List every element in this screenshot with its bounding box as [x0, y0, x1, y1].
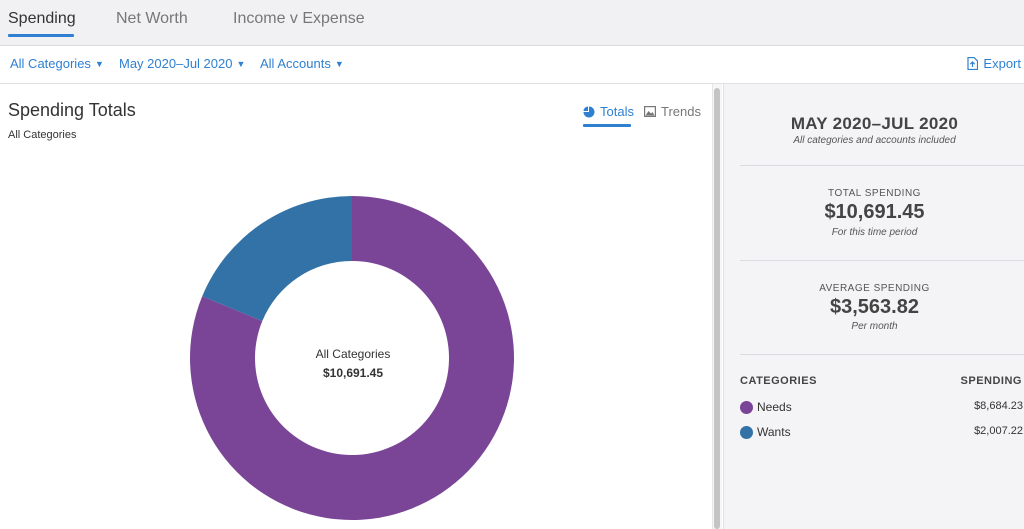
- export-icon: [967, 57, 979, 70]
- summary-divider: [740, 260, 1024, 261]
- pie-chart-icon: [583, 106, 595, 117]
- category-filter-label: All Categories: [10, 56, 91, 71]
- category-amount: $8,684.23: [974, 400, 1023, 412]
- caret-down-icon: ▼: [236, 59, 246, 69]
- donut-center-label: All Categories: [315, 347, 391, 361]
- export-button[interactable]: Export: [967, 56, 1021, 71]
- tab-net-worth[interactable]: Net Worth: [116, 10, 188, 27]
- summary-panel: MAY 2020–JUL 2020 All categories and acc…: [723, 84, 1024, 529]
- accounts-filter-label: All Accounts: [260, 56, 331, 71]
- tab-spending[interactable]: Spending: [8, 10, 76, 27]
- date-range-label: May 2020–Jul 2020: [119, 56, 233, 71]
- category-row-wants[interactable]: Wants $2,007.22: [740, 424, 1023, 442]
- totals-view-label: Totals: [600, 104, 634, 119]
- category-color-dot: [740, 426, 753, 439]
- report-title: Spending Totals: [8, 100, 136, 120]
- report-tabs: Spending Net Worth Income v Expense: [0, 0, 1024, 46]
- summary-divider: [740, 354, 1024, 355]
- accounts-filter-dropdown[interactable]: All Accounts ▼: [260, 56, 344, 71]
- summary-range-note: All categories and accounts included: [793, 135, 956, 146]
- spending-header: SPENDING: [960, 375, 1022, 387]
- totals-view-toggle[interactable]: Totals: [583, 104, 634, 119]
- category-row-needs[interactable]: Needs $8,684.23: [740, 399, 1023, 417]
- caret-down-icon: ▼: [334, 59, 344, 69]
- report-panel: Spending Totals All Categories Totals Tr…: [0, 84, 712, 529]
- trends-view-toggle[interactable]: Trends: [644, 104, 701, 119]
- filter-bar: All Categories ▼ May 2020–Jul 2020 ▼ All A…: [0, 46, 1024, 84]
- donut-slice-wants[interactable]: [202, 196, 352, 322]
- summary-divider: [740, 165, 1024, 166]
- tab-income-v-expense[interactable]: Income v Expense: [233, 10, 365, 27]
- total-spending-label: TOTAL SPENDING: [828, 188, 921, 199]
- average-spending-label: AVERAGE SPENDING: [819, 283, 930, 294]
- category-amount: $2,007.22: [974, 425, 1023, 437]
- chart-image-icon: [644, 106, 656, 117]
- categories-header: CATEGORIES: [740, 375, 817, 387]
- total-spending-value: $10,691.45: [824, 201, 925, 223]
- active-tab-indicator: [8, 34, 74, 37]
- category-color-dot: [740, 401, 753, 414]
- category-name: Wants: [757, 425, 791, 439]
- donut-slice-needs[interactable]: [189, 196, 514, 520]
- active-view-indicator: [583, 124, 631, 127]
- category-name: Needs: [757, 400, 792, 414]
- trends-view-label: Trends: [661, 104, 701, 119]
- average-spending-value: $3,563.82: [830, 296, 919, 318]
- date-range-dropdown[interactable]: May 2020–Jul 2020 ▼: [119, 56, 245, 71]
- scrollbar-thumb[interactable]: [714, 88, 720, 529]
- caret-down-icon: ▼: [94, 59, 104, 69]
- category-filter-dropdown[interactable]: All Categories ▼: [10, 56, 104, 71]
- report-subtitle: All Categories: [8, 129, 77, 141]
- average-spending-note: Per month: [851, 321, 898, 332]
- export-label: Export: [983, 56, 1021, 71]
- total-spending-note: For this time period: [831, 227, 918, 238]
- summary-date-range: MAY 2020–JUL 2020: [790, 114, 959, 133]
- donut-center-value: $10,691.45: [322, 366, 384, 380]
- spending-donut-chart: [189, 196, 514, 520]
